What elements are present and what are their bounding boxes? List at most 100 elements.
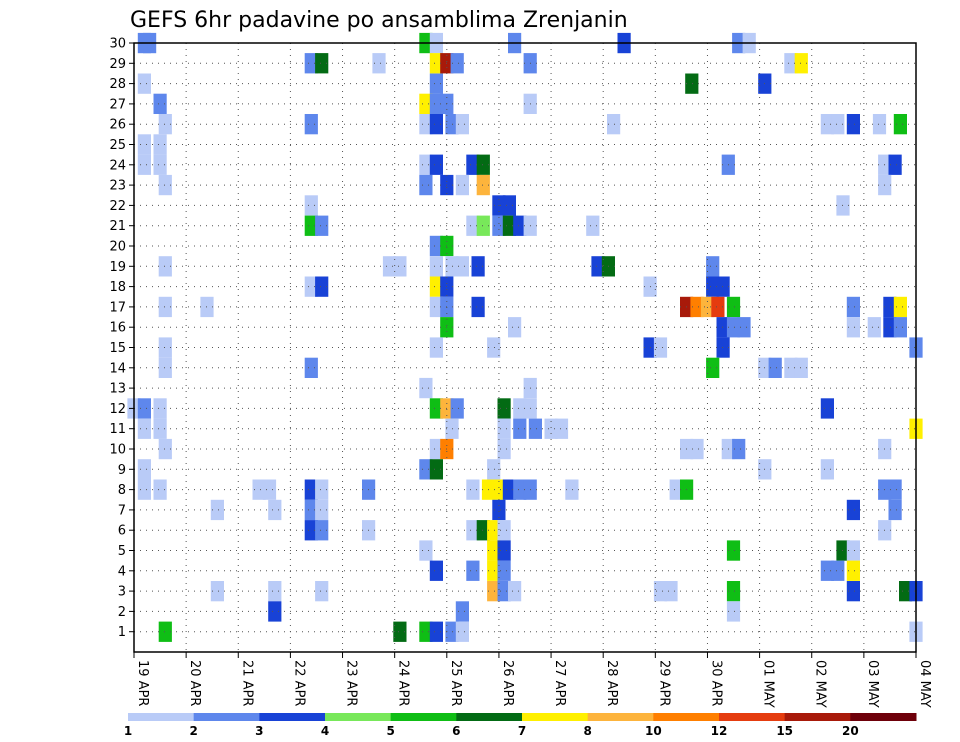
precip-cell — [831, 560, 845, 581]
precip-cell — [690, 438, 704, 460]
precip-cell — [315, 479, 329, 500]
x-tick-label: 03 MAY — [865, 660, 880, 708]
x-tick-label: 30 APR — [708, 660, 723, 706]
x-tick-label: 23 APR — [344, 660, 359, 706]
precip-cell — [726, 296, 741, 318]
precip-cell — [846, 317, 860, 338]
y-tick-label: 6 — [118, 524, 126, 539]
precip-cell — [304, 53, 318, 74]
precip-cell — [429, 276, 443, 297]
precip-cell — [419, 154, 433, 175]
precip-cell — [455, 601, 469, 622]
y-tick-label: 12 — [109, 402, 126, 417]
y-tick-label: 9 — [118, 463, 126, 478]
precip-cell — [252, 479, 266, 500]
precip-cell — [492, 499, 506, 521]
legend-swatch — [456, 713, 523, 721]
precip-cell — [268, 499, 282, 521]
legend-swatch — [653, 713, 720, 721]
legend-label: 8 — [583, 724, 591, 738]
precip-cell — [429, 114, 443, 135]
precip-cell — [700, 296, 715, 318]
precip-cell — [706, 256, 720, 277]
precip-cell — [429, 560, 443, 581]
precip-cell — [487, 560, 501, 581]
precip-cell — [304, 499, 318, 521]
precip-cell — [153, 134, 167, 155]
precip-cell — [210, 499, 224, 521]
precip-cell — [137, 154, 151, 175]
x-tick-label: 25 APR — [448, 660, 463, 706]
y-tick-label: 30 — [109, 37, 126, 52]
precip-cell — [820, 398, 834, 419]
precip-cell — [846, 296, 860, 318]
precip-cell — [393, 256, 407, 277]
legend-label: 20 — [842, 724, 859, 738]
precip-cell — [137, 134, 151, 155]
precip-cell — [153, 93, 167, 114]
chart-title: GEFS 6hr padavine po ansamblima Zrenjani… — [130, 8, 628, 33]
precip-cell — [726, 317, 741, 338]
x-tick-label: 26 APR — [500, 660, 515, 706]
precip-cell — [508, 317, 522, 338]
precip-cell — [820, 560, 834, 581]
precip-cell — [846, 581, 860, 602]
precip-cell — [158, 296, 172, 318]
precip-cell — [137, 418, 151, 439]
precip-cell — [846, 540, 860, 561]
precip-cell — [899, 581, 913, 602]
precip-cell — [304, 479, 318, 500]
precip-cell — [429, 53, 443, 74]
precip-cell — [466, 479, 480, 500]
precip-cell — [872, 114, 887, 135]
precip-cell — [158, 621, 172, 642]
x-tick-label: 22 APR — [291, 660, 306, 706]
y-tick-label: 11 — [109, 422, 126, 437]
precip-cell — [372, 53, 386, 74]
colorbar-legend: 1 2 3 4 5 6 7 8 10 12 15 20 — [124, 713, 917, 738]
precip-cell — [429, 296, 443, 318]
y-tick-label: 13 — [109, 382, 126, 397]
precip-cell — [497, 581, 511, 602]
precip-cell — [419, 459, 433, 480]
precip-cell — [153, 479, 167, 500]
precip-cell — [262, 479, 277, 500]
precip-cell — [304, 195, 318, 216]
legend-label: 12 — [711, 724, 728, 738]
precip-cell — [690, 296, 704, 318]
precip-cell — [476, 520, 490, 541]
legend-label: 3 — [255, 724, 263, 738]
precip-cell — [544, 418, 558, 439]
precip-cell — [429, 256, 443, 277]
precip-cell — [888, 479, 902, 500]
precip-cell — [158, 438, 172, 460]
cells-layer — [127, 32, 923, 642]
precip-cell — [429, 459, 443, 480]
y-tick-label: 3 — [118, 585, 126, 600]
precip-cell — [315, 276, 329, 297]
legend-swatch — [587, 713, 654, 721]
precip-cell — [304, 357, 318, 378]
precip-cell — [737, 317, 751, 338]
legend-label: 4 — [321, 724, 329, 738]
precip-cell — [158, 114, 172, 135]
precip-cell — [513, 479, 527, 500]
precip-cell — [419, 114, 433, 135]
precip-cell — [502, 195, 516, 216]
precip-cell — [497, 520, 511, 541]
y-tick-label: 18 — [109, 280, 126, 295]
y-tick-label: 16 — [109, 321, 126, 336]
precip-cell — [455, 256, 469, 277]
precip-cell — [726, 601, 741, 622]
y-tick-label: 24 — [109, 158, 126, 173]
precip-cell — [466, 520, 480, 541]
precip-cell — [732, 438, 746, 460]
precip-cell — [528, 418, 542, 439]
precip-cell — [716, 317, 730, 338]
legend-label: 5 — [386, 724, 394, 738]
precip-cell — [153, 418, 167, 439]
y-tick-label: 5 — [118, 544, 126, 559]
precip-cell — [304, 114, 318, 135]
precip-cell — [888, 154, 902, 175]
